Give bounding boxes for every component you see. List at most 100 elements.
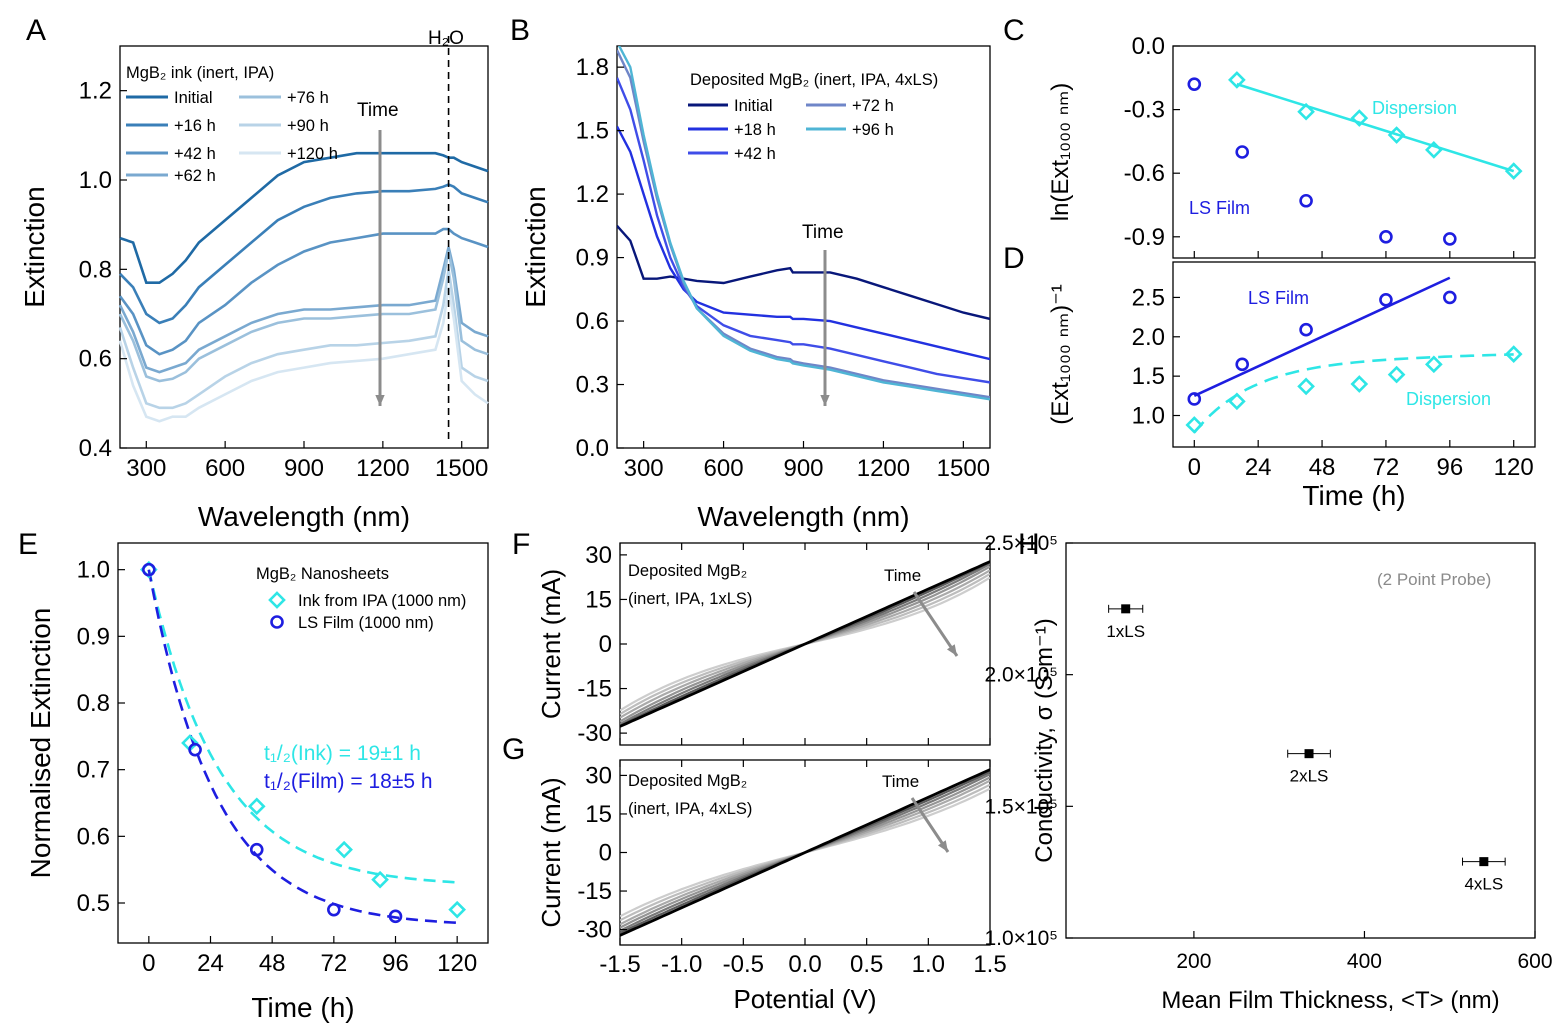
iv-curve-G-0 <box>620 768 990 937</box>
x-axis-G-tick-label: -0.5 <box>723 951 764 978</box>
x-axis-E-tick-label: 24 <box>197 950 224 977</box>
y-axis-B-tick-label: 0.3 <box>576 372 609 399</box>
extinction-line-A-1 <box>119 183 489 325</box>
x-axis-D-tick-label: 48 <box>1309 454 1336 481</box>
data-point-E-film <box>188 742 202 757</box>
y-axis-label-A: Extinction <box>19 186 50 307</box>
data-point-C-film <box>1235 145 1250 159</box>
data-point-C-film <box>1299 193 1313 208</box>
data-point-D-dispersion <box>1297 377 1315 396</box>
data-point-D-film <box>1299 322 1313 337</box>
y-axis-A-tick-label: 1.2 <box>79 78 112 105</box>
y-axis-A-tick-label: 1.0 <box>79 167 112 194</box>
data-point-D-film <box>1443 290 1457 305</box>
y-axis-B-tick-label: 1.5 <box>576 118 609 145</box>
x-axis-G-tick-label: 0.5 <box>850 951 883 978</box>
x-axis-E-tick-label: 48 <box>259 950 286 977</box>
x-axis-A-tick-label: 900 <box>284 455 324 482</box>
extinction-line-B-1 <box>617 125 990 361</box>
extinction-line-B-4 <box>617 46 990 401</box>
x-axis-A-tick-label: 300 <box>126 455 166 482</box>
x-axis-G-tick-label: 1.5 <box>973 951 1006 978</box>
data-point-C-dispersion <box>1387 126 1406 144</box>
legend-label-A-2: +42 h <box>174 145 216 163</box>
x-axis-label-D: Time (h) <box>1302 480 1405 511</box>
data-point-C-dispersion <box>1425 141 1443 159</box>
legend-marker-E-film <box>270 615 284 629</box>
y-axis-G-tick-label: 0 <box>599 840 612 867</box>
y-axis-F-tick-label: 15 <box>585 586 612 613</box>
y-axis-B-tick-label: 1.2 <box>576 181 609 208</box>
x-axis-B-tick-label: 300 <box>624 455 664 482</box>
x-axis-label-A: Wavelength (nm) <box>198 501 410 532</box>
data-point-D-film <box>1379 292 1393 307</box>
fit-line-C-dispersion <box>1236 82 1515 173</box>
y-axis-F-tick-label: -30 <box>577 720 612 747</box>
legend-label-B-3: +72 h <box>852 97 894 115</box>
data-point-C-film <box>1379 230 1393 244</box>
plot-frame-D <box>1172 261 1536 448</box>
extinction-line-B-0 <box>617 225 990 321</box>
legend-label-A-5: +90 h <box>287 117 329 135</box>
x-axis-E-tick-label: 72 <box>320 950 347 977</box>
y-axis-G-tick-label: 30 <box>585 762 612 789</box>
y-axis-E-tick-label: 1.0 <box>77 557 110 584</box>
point-label-H-2: 4xLS <box>1464 875 1503 894</box>
data-point-D-dispersion <box>1425 355 1443 374</box>
point-label-H-1: 2xLS <box>1290 767 1329 786</box>
legend-label-B-2: +42 h <box>734 145 776 163</box>
legend-label-A-1: +16 h <box>174 117 216 135</box>
y-axis-C-tick-label: 0.0 <box>1132 33 1165 60</box>
data-point-C-dispersion <box>1350 109 1369 127</box>
y-axis-label-B: Extinction <box>520 186 551 307</box>
x-axis-B-tick-label: 900 <box>783 455 823 482</box>
y-axis-label-H: Conductivity, σ (S·m⁻¹) <box>1031 618 1058 862</box>
legend-label-B-0: Initial <box>734 97 773 115</box>
plot-frame-E <box>117 542 489 944</box>
x-axis-D-tick-label: 72 <box>1373 454 1400 481</box>
data-point-D-dispersion <box>1228 392 1246 411</box>
legend-label-A-0: Initial <box>174 89 213 107</box>
plot-frame-H <box>1065 542 1536 939</box>
data-point-E-ink <box>448 900 467 919</box>
y-axis-D-tick-label: 1.5 <box>1132 363 1165 390</box>
y-axis-G-tick-label: 15 <box>585 801 612 828</box>
x-axis-G-tick-label: -1.5 <box>599 951 640 978</box>
time-arrow-F-shaft <box>912 591 959 657</box>
x-axis-E-tick-label: 0 <box>142 950 155 977</box>
y-axis-label-G: Current (mA) <box>536 777 566 927</box>
data-point-C-film <box>1187 77 1202 91</box>
data-point-C-dispersion <box>1504 162 1523 180</box>
x-axis-A-tick-label: 1500 <box>435 455 488 482</box>
y-axis-E-tick-label: 0.8 <box>77 690 110 717</box>
y-axis-C-tick-label: -0.3 <box>1124 97 1165 124</box>
legend-label-A-4: +76 h <box>287 89 329 107</box>
extinction-line-A-5 <box>118 269 489 410</box>
y-axis-F-tick-label: -15 <box>577 676 612 703</box>
extinction-line-A-4 <box>118 251 489 383</box>
x-axis-label-B: Wavelength (nm) <box>697 501 909 532</box>
legend-label-A-3: +62 h <box>174 167 216 185</box>
x-axis-B-tick-label: 600 <box>704 455 744 482</box>
data-point-E-film <box>142 562 156 577</box>
y-axis-label-C: ln(Ext₁₀₀₀ ₙₘ) <box>1047 83 1074 222</box>
fit-line-D-dispersion <box>1193 353 1514 434</box>
data-point-D-dispersion <box>1350 375 1369 393</box>
y-axis-E-tick-label: 0.9 <box>77 623 110 650</box>
y-axis-D-tick-label: 2.5 <box>1132 284 1165 311</box>
iv-curve-F-0 <box>620 560 990 728</box>
y-axis-H-tick-label: 2.5×10⁵ <box>984 532 1058 555</box>
fit-curve-E-1 <box>147 569 458 925</box>
data-point-C-dispersion <box>1297 102 1315 121</box>
x-axis-G-tick-label: 0.0 <box>788 951 821 978</box>
data-point-H-0 <box>1121 604 1131 614</box>
time-arrow-F-head <box>946 644 957 656</box>
legend-label-E-ink: Ink from IPA (1000 nm) <box>298 592 466 610</box>
data-point-D-dispersion <box>1504 345 1523 363</box>
fit-curve-E-0 <box>147 569 458 884</box>
y-axis-label-D: (Ext₁₀₀₀ ₙₘ)⁻¹ <box>1047 284 1074 424</box>
y-axis-G-tick-label: -30 <box>577 917 612 944</box>
legend-label-E-film: LS Film (1000 nm) <box>298 614 434 632</box>
y-axis-C-tick-label: -0.9 <box>1124 224 1165 251</box>
